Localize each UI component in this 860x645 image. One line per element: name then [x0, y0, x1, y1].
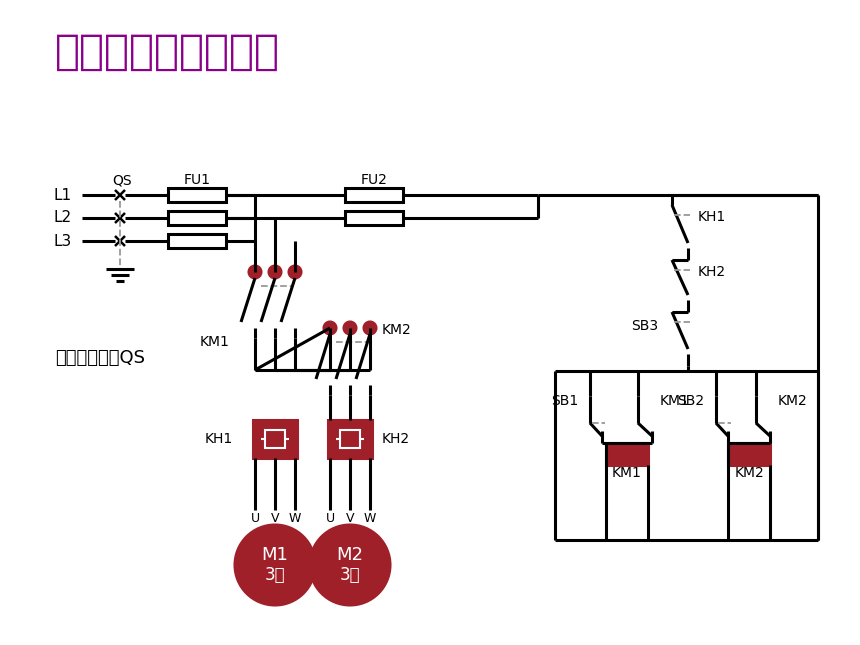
- Circle shape: [324, 322, 336, 334]
- Text: L1: L1: [54, 188, 72, 203]
- Circle shape: [364, 322, 376, 334]
- Text: KH2: KH2: [698, 265, 726, 279]
- Text: 合上电源开关QS: 合上电源开关QS: [55, 349, 145, 367]
- Text: W: W: [364, 511, 376, 524]
- Text: L2: L2: [54, 210, 72, 226]
- Text: W: W: [289, 511, 301, 524]
- Text: L3: L3: [53, 233, 72, 248]
- Text: KH2: KH2: [382, 432, 410, 446]
- Bar: [606, 443, 648, 465]
- Text: V: V: [271, 511, 280, 524]
- Text: M2: M2: [336, 546, 364, 564]
- Text: SB2: SB2: [677, 394, 704, 408]
- Bar: [328, 420, 372, 458]
- Circle shape: [344, 322, 356, 334]
- Circle shape: [235, 525, 315, 605]
- Text: KM1: KM1: [660, 394, 690, 408]
- Text: 3～: 3～: [340, 566, 360, 584]
- Text: SB1: SB1: [550, 394, 578, 408]
- Circle shape: [249, 266, 261, 278]
- Text: KM1: KM1: [612, 466, 642, 480]
- Circle shape: [269, 266, 281, 278]
- Circle shape: [289, 266, 301, 278]
- Text: KM2: KM2: [734, 466, 764, 480]
- Text: KM2: KM2: [778, 394, 808, 408]
- Text: QS: QS: [112, 173, 132, 187]
- Text: FU2: FU2: [360, 173, 388, 187]
- Bar: [345, 188, 403, 202]
- Text: FU1: FU1: [183, 173, 211, 187]
- Text: SB3: SB3: [631, 319, 658, 333]
- Bar: [168, 211, 226, 225]
- Circle shape: [310, 525, 390, 605]
- Text: U: U: [250, 511, 260, 524]
- Text: U: U: [325, 511, 335, 524]
- Bar: [345, 211, 403, 225]
- Text: 3～: 3～: [265, 566, 286, 584]
- Text: KM2: KM2: [382, 323, 412, 337]
- Text: KH1: KH1: [698, 210, 726, 224]
- Bar: [253, 420, 297, 458]
- Text: V: V: [346, 511, 354, 524]
- Bar: [168, 188, 226, 202]
- Bar: [265, 430, 285, 448]
- Bar: [728, 443, 770, 465]
- Bar: [168, 234, 226, 248]
- Text: 二、主电路实现顺序: 二、主电路实现顺序: [55, 31, 280, 73]
- Text: KH1: KH1: [205, 432, 233, 446]
- Bar: [340, 430, 360, 448]
- Text: M1: M1: [261, 546, 288, 564]
- Text: KM1: KM1: [200, 335, 230, 349]
